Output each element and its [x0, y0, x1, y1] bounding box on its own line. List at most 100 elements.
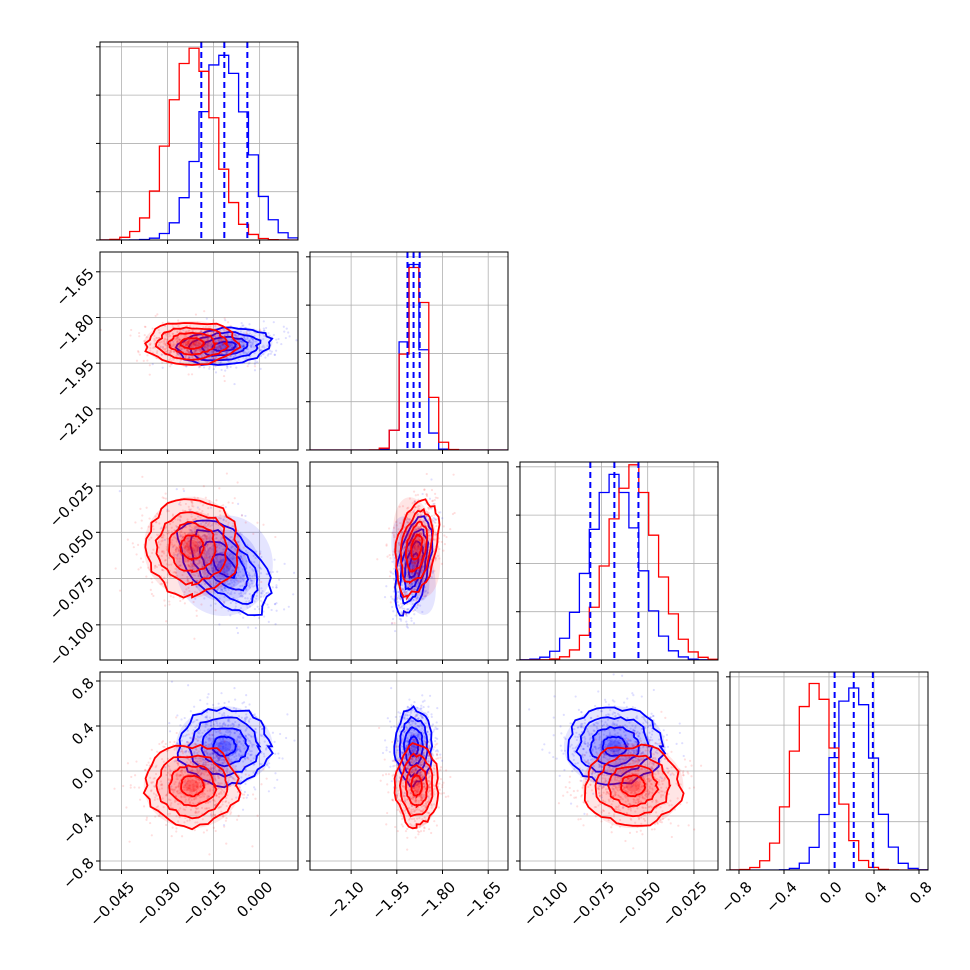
sample-point — [418, 523, 421, 526]
sample-point — [226, 781, 230, 784]
sample-point — [216, 332, 219, 335]
sample-point — [206, 346, 209, 349]
sample-point — [169, 334, 172, 338]
sample-point — [201, 534, 205, 537]
sample-point — [223, 545, 226, 548]
sample-point — [232, 706, 236, 710]
sample-point — [402, 612, 405, 615]
sample-point — [221, 737, 224, 741]
sample-point — [186, 780, 189, 783]
sample-point — [419, 525, 422, 528]
sample-point — [251, 337, 254, 340]
sample-point — [228, 743, 231, 746]
sample-point — [275, 338, 278, 341]
sample-point — [398, 606, 401, 610]
sample-point — [167, 573, 170, 576]
sample-point — [166, 510, 169, 513]
sample-point — [138, 335, 141, 338]
sample-point — [227, 562, 231, 565]
sample-point — [261, 727, 264, 730]
sample-point — [187, 340, 190, 343]
sample-point — [268, 349, 272, 352]
sample-point — [171, 520, 175, 524]
sample-point — [233, 755, 236, 759]
sample-point — [225, 356, 228, 359]
sample-point — [258, 578, 261, 582]
sample-point — [414, 547, 417, 550]
sample-point — [246, 348, 249, 351]
sample-point — [229, 530, 232, 533]
sample-point — [260, 555, 263, 559]
sample-point — [186, 579, 190, 583]
sample-point — [188, 784, 191, 787]
sample-point — [423, 528, 426, 531]
sample-point — [251, 575, 254, 578]
sample-point — [201, 510, 204, 513]
sample-point — [130, 328, 133, 332]
sample-point — [249, 735, 253, 738]
sample-point — [208, 555, 212, 558]
sample-point — [214, 355, 218, 358]
sample-point — [148, 364, 151, 367]
sample-point — [249, 717, 252, 721]
sample-point — [411, 602, 414, 606]
sample-point — [275, 601, 278, 605]
sample-point — [412, 622, 416, 625]
sample-point — [414, 560, 417, 563]
sample-point — [221, 745, 225, 748]
sample-point — [237, 715, 241, 718]
sample-point — [220, 742, 223, 745]
sample-point — [442, 525, 445, 528]
sample-point — [160, 540, 163, 543]
sample-point — [237, 748, 240, 751]
sample-point — [253, 786, 256, 789]
histogram-series-1 — [520, 473, 718, 660]
sample-point — [229, 775, 232, 778]
sample-point — [207, 339, 210, 342]
sample-point — [217, 744, 221, 747]
sample-point — [176, 778, 179, 781]
sample-point — [401, 505, 405, 508]
sample-point — [252, 340, 255, 343]
sample-point — [433, 521, 436, 524]
sample-point — [182, 808, 185, 811]
sample-point — [201, 334, 204, 337]
sample-point — [260, 349, 263, 352]
sample-point — [215, 722, 218, 725]
sample-point — [188, 356, 191, 359]
sample-point — [184, 782, 187, 785]
sample-point — [225, 567, 228, 570]
sample-point — [408, 528, 411, 531]
sample-point — [176, 339, 179, 342]
sample-point — [192, 600, 195, 604]
sample-point — [225, 771, 229, 774]
sample-point — [237, 348, 241, 352]
sample-point — [174, 556, 178, 559]
sample-point — [249, 754, 252, 757]
sample-point — [226, 580, 229, 583]
sample-point — [198, 561, 201, 565]
sample-point — [199, 736, 202, 739]
sample-point — [206, 535, 209, 538]
sample-point — [231, 555, 235, 558]
sample-point — [162, 806, 165, 809]
sample-point — [426, 547, 429, 551]
sample-point — [183, 546, 186, 550]
sample-point — [405, 590, 408, 594]
sample-point — [193, 339, 196, 342]
sample-point — [418, 573, 421, 576]
sample-point — [206, 729, 209, 732]
density-shade — [201, 727, 248, 766]
sample-point — [407, 576, 410, 579]
sample-point — [225, 352, 228, 355]
sample-point — [283, 562, 286, 565]
sample-point — [412, 545, 416, 548]
sample-point — [424, 572, 427, 575]
sample-point — [195, 348, 198, 352]
sample-point — [238, 733, 241, 736]
sample-point — [248, 355, 251, 358]
sample-point — [258, 552, 262, 556]
sample-point — [190, 335, 194, 338]
sample-point — [418, 568, 421, 572]
sample-point — [416, 561, 419, 564]
